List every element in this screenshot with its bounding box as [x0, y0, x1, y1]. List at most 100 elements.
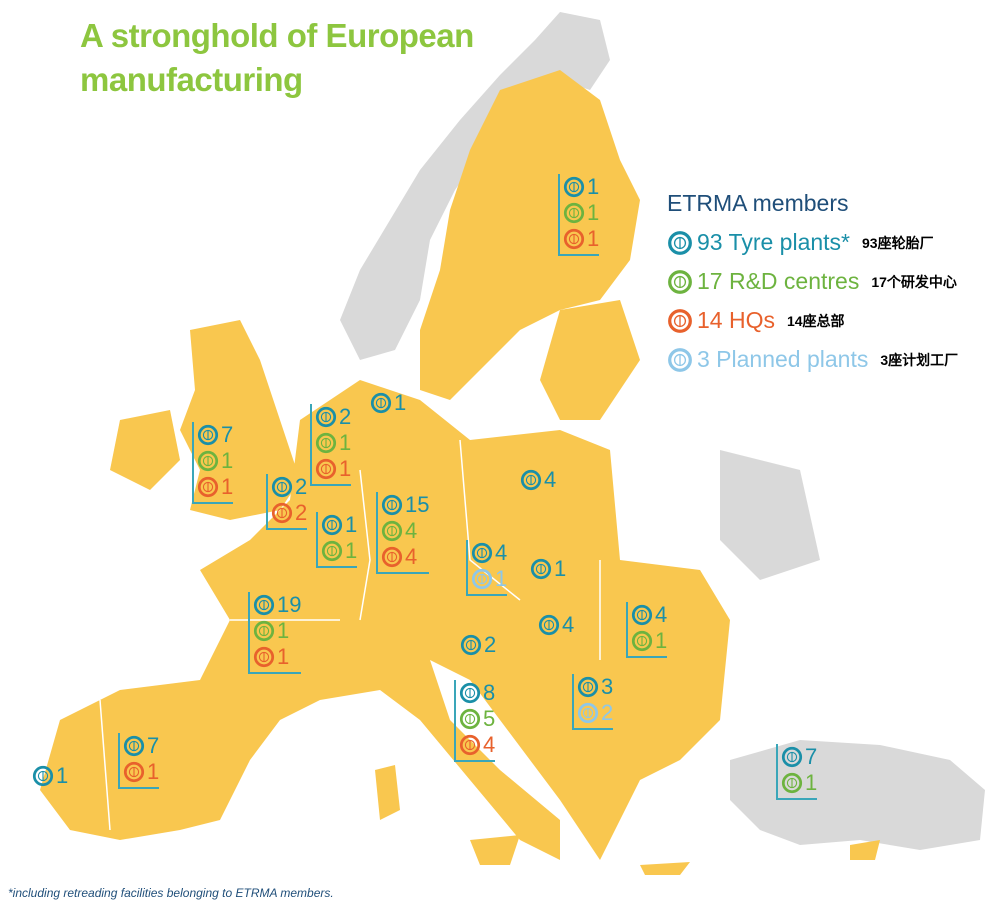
sicily-region: [470, 835, 520, 865]
cyprus-region: [850, 840, 880, 860]
legend-heading: ETRMA members: [667, 190, 849, 216]
count-value: 4: [562, 612, 575, 637]
count-value: 1: [221, 448, 234, 473]
facility-count-rd: 1: [315, 430, 351, 456]
facility-count-tyre: 2: [460, 632, 496, 658]
count-value: 2: [484, 632, 497, 657]
count-value: 4: [495, 540, 508, 565]
facility-count-tyre: 1: [321, 512, 357, 538]
tyre-icon: [577, 676, 599, 698]
tyre-icon: [781, 772, 803, 794]
facility-count-rd: 1: [321, 538, 357, 564]
facility-count-hq: 4: [381, 544, 429, 570]
facility-count-tyre: 3: [577, 674, 613, 700]
count-value: 15: [405, 492, 430, 517]
tyre-icon: [381, 520, 403, 542]
country-group-portugal: 1: [32, 763, 68, 789]
count-value: 1: [587, 200, 600, 225]
facility-count-rd: 1: [631, 628, 667, 654]
tyre-icon: [460, 634, 482, 656]
facility-count-rd: 1: [781, 770, 817, 796]
tyre-icon: [563, 202, 585, 224]
count-value: 1: [394, 390, 407, 415]
continent-region: [40, 380, 730, 860]
country-group-hungary: 4: [538, 612, 574, 638]
legend-translation: 17个研发中心: [871, 273, 957, 290]
facility-count-tyre: 7: [123, 733, 159, 759]
tyre-icon: [123, 735, 145, 757]
tyre-icon: [253, 646, 275, 668]
border-line: [359, 469, 371, 621]
legend-label: 3 Planned plants: [697, 346, 869, 372]
legend-translation: 93座轮胎厂: [862, 234, 934, 251]
facility-count-hq: 1: [315, 456, 351, 482]
legend-label: 93 Tyre plants*: [697, 229, 851, 255]
tyre-icon: [197, 424, 219, 446]
count-value: 2: [295, 500, 308, 525]
count-value: 1: [554, 556, 567, 581]
count-value: 1: [587, 226, 600, 251]
scandinavia-region: [420, 70, 640, 400]
count-value: 2: [295, 474, 308, 499]
facility-count-pl: 1: [471, 566, 507, 592]
turkey-region: [730, 740, 985, 850]
tyre-icon: [253, 620, 275, 642]
count-value: 2: [601, 700, 614, 725]
tyre-icon: [668, 230, 692, 255]
tyre-icon: [781, 746, 803, 768]
facility-count-tyre: 15: [381, 492, 429, 518]
legend-item-rd: 17 R&D centres 17个研发中心: [667, 262, 958, 301]
count-value: 1: [345, 538, 358, 563]
count-value: 1: [339, 430, 352, 455]
count-value: 3: [601, 674, 614, 699]
tyre-icon: [631, 630, 653, 652]
country-group-slovakia: 1: [530, 556, 566, 582]
tyre-icon: [530, 558, 552, 580]
ireland-region: [110, 410, 180, 490]
sardinia-region: [375, 765, 400, 820]
facility-count-hq: 1: [253, 644, 301, 670]
tyre-icon: [471, 542, 493, 564]
tyre-icon: [520, 469, 542, 491]
count-value: 4: [483, 732, 496, 757]
count-value: 1: [345, 512, 358, 537]
tyre-icon: [538, 614, 560, 636]
facility-count-hq: 1: [123, 759, 159, 785]
tyre-icon: [471, 568, 493, 590]
count-value: 1: [56, 763, 69, 788]
facility-count-rd: 1: [253, 618, 301, 644]
tyre-icon: [381, 494, 403, 516]
iceland-east-region: [720, 450, 820, 580]
tyre-icon: [459, 708, 481, 730]
legend-item-pl: 3 Planned plants 3座计划工厂: [667, 340, 958, 379]
facility-count-rd: 1: [563, 200, 599, 226]
tyre-icon: [315, 406, 337, 428]
facility-count-tyre: 4: [538, 612, 574, 638]
facility-count-tyre: 7: [781, 744, 817, 770]
tyre-icon: [631, 604, 653, 626]
legend-translation: 3座计划工厂: [880, 351, 959, 368]
norway-region: [340, 12, 610, 360]
tyre-icon: [197, 450, 219, 472]
tyre-icon: [271, 476, 293, 498]
count-value: 1: [221, 474, 234, 499]
facility-count-tyre: 4: [520, 467, 556, 493]
facility-count-tyre: 1: [32, 763, 68, 789]
tyre-icon: [315, 458, 337, 480]
tyre-icon: [315, 432, 337, 454]
count-value: 1: [805, 770, 818, 795]
count-value: 1: [339, 456, 352, 481]
facility-count-tyre: 2: [315, 404, 351, 430]
count-value: 1: [495, 566, 508, 591]
facility-count-tyre: 1: [563, 174, 599, 200]
tyre-icon: [321, 540, 343, 562]
